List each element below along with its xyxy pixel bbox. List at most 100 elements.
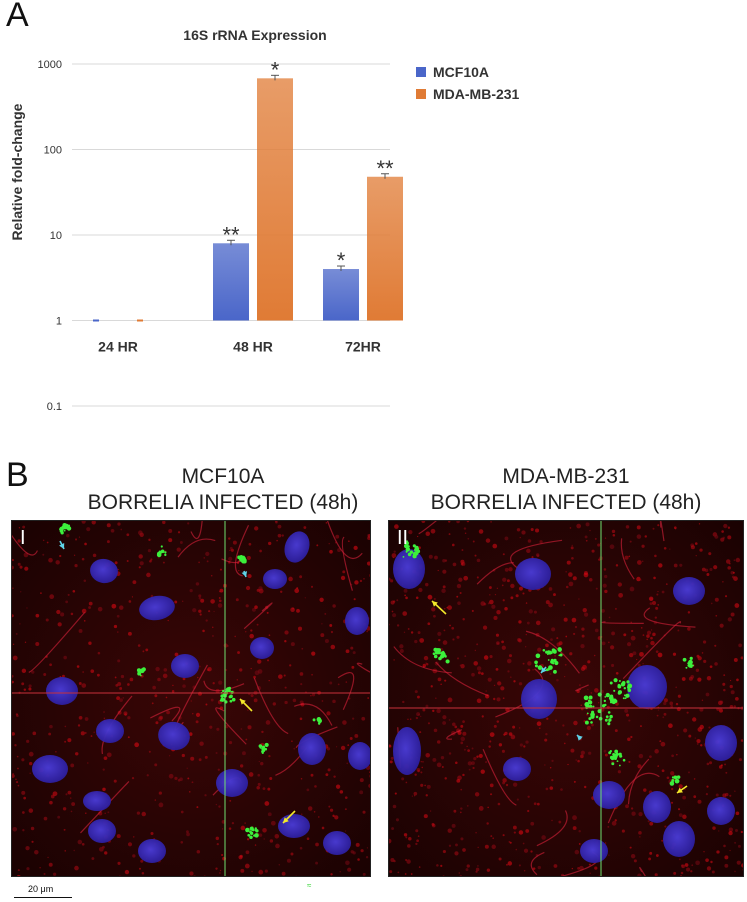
cytoplasm-speckle bbox=[568, 572, 573, 577]
cytoplasm-speckle bbox=[17, 539, 21, 543]
cytoplasm-speckle bbox=[682, 795, 686, 800]
cytoplasm-speckle bbox=[344, 808, 347, 811]
cytoplasm-speckle bbox=[362, 810, 366, 814]
cytoplasm-speckle bbox=[537, 865, 542, 870]
cytoplasm-speckle bbox=[120, 674, 125, 679]
cytoplasm-speckle bbox=[682, 814, 687, 819]
cytoplasm-speckle bbox=[391, 553, 397, 558]
cytoplasm-speckle bbox=[82, 671, 84, 673]
cytoplasm-speckle bbox=[426, 784, 431, 789]
cytoplasm-speckle bbox=[335, 746, 338, 748]
cytoplasm-speckle bbox=[530, 850, 533, 853]
cytoplasm-speckle bbox=[573, 632, 576, 636]
cytoplasm-speckle bbox=[403, 631, 406, 633]
cell-membrane bbox=[639, 866, 646, 876]
cell-nucleus bbox=[673, 577, 705, 605]
cytoplasm-speckle bbox=[733, 705, 736, 708]
cell-membrane bbox=[525, 630, 580, 674]
borrelia-spot bbox=[609, 681, 613, 685]
borrelia-spot bbox=[609, 698, 615, 703]
cytoplasm-speckle bbox=[503, 733, 506, 736]
cytoplasm-speckle bbox=[119, 875, 121, 876]
cytoplasm-speckle bbox=[736, 860, 741, 865]
cytoplasm-speckle bbox=[484, 844, 489, 849]
cytoplasm-speckle bbox=[367, 697, 370, 699]
cytoplasm-speckle bbox=[348, 540, 350, 543]
cytoplasm-speckle bbox=[654, 873, 658, 876]
cytoplasm-speckle bbox=[107, 811, 110, 814]
cytoplasm-speckle bbox=[442, 715, 447, 720]
cytoplasm-speckle bbox=[83, 620, 86, 622]
cytoplasm-speckle bbox=[186, 830, 189, 834]
cytoplasm-speckle bbox=[502, 577, 507, 582]
cytoplasm-speckle bbox=[88, 641, 92, 645]
cytoplasm-speckle bbox=[523, 870, 526, 872]
y-tick-label: 1 bbox=[56, 316, 62, 328]
y-tick-label: 10 bbox=[50, 230, 62, 242]
borrelia-spot bbox=[245, 827, 250, 833]
cytoplasm-speckle bbox=[524, 646, 527, 648]
cytoplasm-speckle bbox=[481, 715, 484, 718]
borrelia-spot bbox=[164, 553, 167, 557]
borrelia-spot bbox=[437, 648, 442, 653]
cytoplasm-speckle bbox=[475, 870, 478, 873]
cytoplasm-speckle bbox=[127, 842, 133, 847]
cytoplasm-speckle bbox=[496, 587, 499, 590]
cytoplasm-speckle bbox=[578, 843, 581, 845]
borrelia-spot bbox=[622, 758, 626, 762]
cytoplasm-speckle bbox=[43, 672, 47, 676]
cytoplasm-speckle bbox=[447, 605, 452, 610]
cytoplasm-speckle bbox=[129, 677, 134, 682]
y-tick-label: 0.1 bbox=[47, 401, 62, 413]
borrelia-spot bbox=[618, 752, 622, 756]
cytoplasm-speckle bbox=[649, 821, 654, 826]
cytoplasm-speckle bbox=[562, 724, 565, 727]
cytoplasm-speckle bbox=[568, 581, 574, 587]
cytoplasm-speckle bbox=[407, 628, 410, 630]
cytoplasm-speckle bbox=[461, 562, 466, 566]
cytoplasm-speckle bbox=[537, 647, 542, 652]
cytoplasm-speckle bbox=[122, 696, 125, 699]
cytoplasm-speckle bbox=[680, 864, 684, 867]
borrelia-spot bbox=[607, 711, 611, 714]
cytoplasm-speckle bbox=[629, 586, 635, 592]
borrelia-spot bbox=[140, 674, 142, 677]
borrelia-spot bbox=[673, 775, 678, 780]
cytoplasm-speckle bbox=[572, 576, 577, 581]
borrelia-spot bbox=[685, 666, 688, 669]
cytoplasm-speckle bbox=[475, 831, 477, 834]
cytoplasm-speckle bbox=[697, 677, 702, 682]
borrelia-spot bbox=[547, 659, 550, 661]
cytoplasm-speckle bbox=[334, 815, 339, 820]
borrelia-spot bbox=[249, 835, 253, 839]
cytoplasm-speckle bbox=[311, 651, 316, 656]
cytoplasm-speckle bbox=[535, 620, 541, 626]
cytoplasm-speckle bbox=[391, 610, 394, 613]
cytoplasm-speckle bbox=[423, 814, 428, 819]
cytoplasm-speckle bbox=[741, 863, 743, 868]
cytoplasm-speckle bbox=[286, 858, 291, 863]
cytoplasm-speckle bbox=[718, 830, 720, 832]
cytoplasm-speckle bbox=[661, 590, 665, 594]
cytoplasm-speckle bbox=[452, 638, 455, 641]
cytoplasm-speckle bbox=[91, 857, 95, 861]
cytoplasm-speckle bbox=[617, 582, 623, 587]
cytoplasm-speckle bbox=[215, 803, 218, 806]
cytoplasm-speckle bbox=[257, 669, 263, 674]
cytoplasm-speckle bbox=[632, 651, 637, 656]
cytoplasm-speckle bbox=[283, 674, 286, 677]
cytoplasm-speckle bbox=[451, 543, 455, 547]
cytoplasm-speckle bbox=[678, 813, 683, 818]
cytoplasm-speckle bbox=[330, 644, 336, 650]
cytoplasm-speckle bbox=[516, 798, 519, 801]
cytoplasm-speckle bbox=[531, 556, 534, 559]
cytoplasm-speckle bbox=[463, 527, 467, 530]
cytoplasm-speckle bbox=[119, 686, 123, 690]
cytoplasm-speckle bbox=[528, 609, 533, 614]
cytoplasm-speckle bbox=[706, 785, 709, 788]
cytoplasm-speckle bbox=[631, 811, 636, 816]
cytoplasm-speckle bbox=[188, 732, 193, 736]
cytoplasm-speckle bbox=[165, 696, 168, 699]
borrelia-spot bbox=[312, 718, 316, 722]
cytoplasm-speckle bbox=[149, 559, 152, 563]
